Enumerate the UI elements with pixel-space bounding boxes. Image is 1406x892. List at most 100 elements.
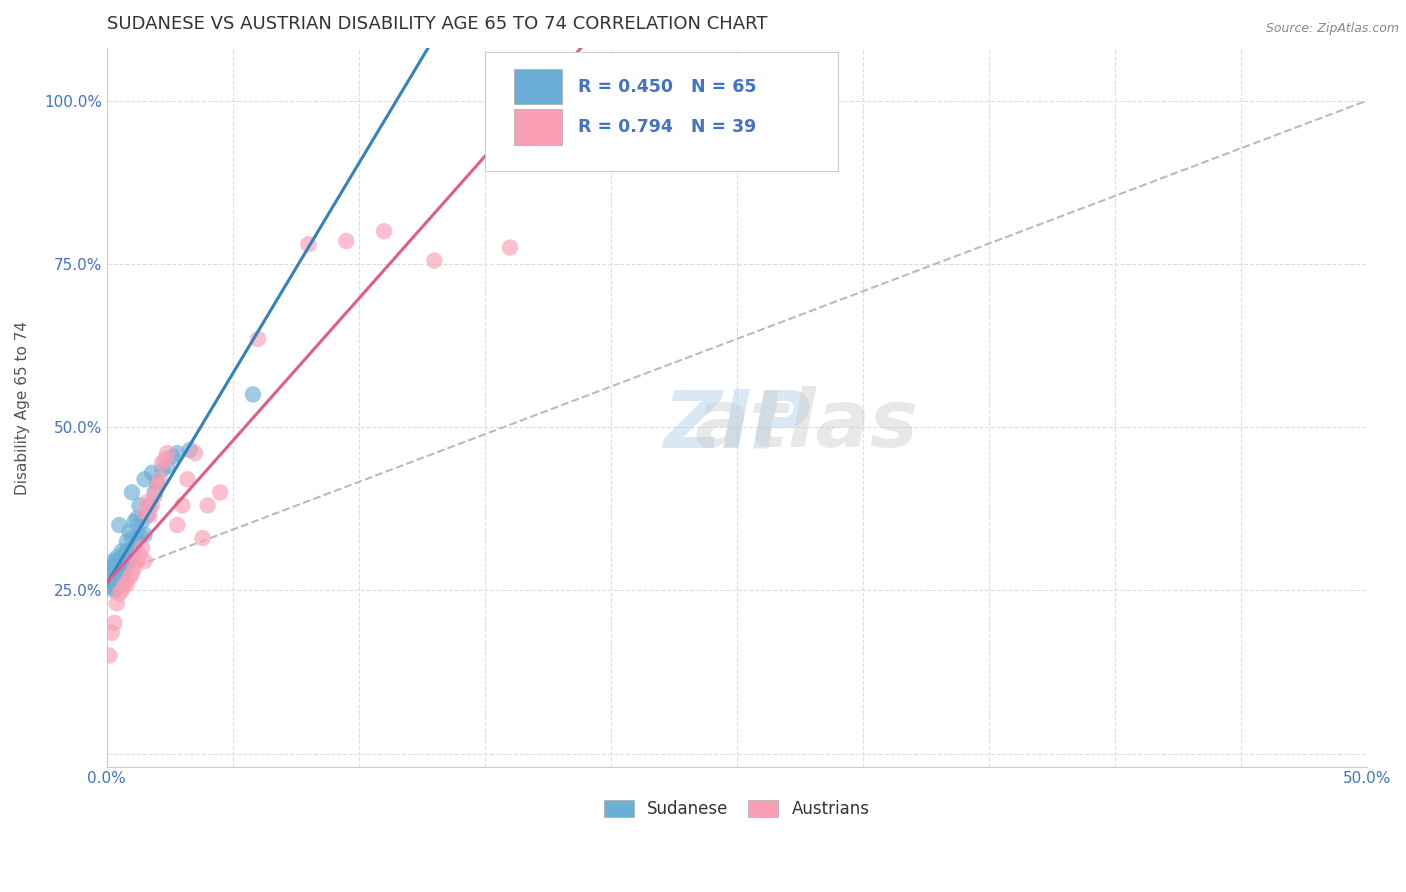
FancyBboxPatch shape bbox=[513, 69, 561, 104]
Point bbox=[105, 565, 128, 579]
Point bbox=[103, 569, 125, 583]
Point bbox=[103, 583, 125, 598]
Point bbox=[124, 515, 146, 529]
Text: ZIP: ZIP bbox=[664, 386, 810, 465]
Point bbox=[111, 569, 134, 583]
Point bbox=[101, 560, 124, 574]
Point bbox=[138, 499, 160, 513]
Point bbox=[101, 580, 124, 594]
Point bbox=[105, 580, 128, 594]
Point bbox=[128, 528, 150, 542]
Point bbox=[125, 554, 148, 568]
Point bbox=[103, 554, 125, 568]
Point bbox=[166, 446, 188, 460]
Point bbox=[115, 534, 138, 549]
Point bbox=[162, 450, 184, 464]
Point bbox=[98, 574, 121, 588]
Point bbox=[108, 576, 131, 591]
Point bbox=[153, 452, 176, 467]
Point bbox=[103, 578, 125, 592]
Point bbox=[118, 554, 141, 568]
Point bbox=[191, 531, 214, 545]
Point bbox=[128, 548, 150, 562]
Point bbox=[146, 475, 169, 490]
Point bbox=[197, 499, 219, 513]
FancyBboxPatch shape bbox=[513, 110, 561, 145]
Point bbox=[103, 615, 125, 630]
Point bbox=[115, 554, 138, 568]
Point bbox=[134, 528, 156, 542]
Point bbox=[121, 566, 143, 581]
Legend: Sudanese, Austrians: Sudanese, Austrians bbox=[595, 791, 879, 827]
Point bbox=[111, 583, 134, 598]
Point bbox=[134, 554, 156, 568]
Point bbox=[131, 515, 153, 529]
Point bbox=[105, 570, 128, 584]
Point bbox=[138, 508, 160, 523]
Point bbox=[111, 564, 134, 578]
Point bbox=[98, 564, 121, 578]
Text: R = 0.450   N = 65: R = 0.450 N = 65 bbox=[578, 78, 756, 95]
Point bbox=[112, 554, 135, 568]
Point bbox=[98, 648, 121, 663]
Point bbox=[101, 566, 124, 581]
Point bbox=[184, 446, 207, 460]
Point bbox=[108, 566, 131, 581]
Point bbox=[112, 560, 135, 574]
Point bbox=[111, 574, 134, 588]
Point bbox=[149, 472, 172, 486]
Point bbox=[172, 499, 194, 513]
Text: R = 0.794   N = 39: R = 0.794 N = 39 bbox=[578, 119, 756, 136]
Point bbox=[115, 544, 138, 558]
Point bbox=[112, 578, 135, 592]
Point bbox=[108, 562, 131, 576]
Point bbox=[141, 499, 163, 513]
Point bbox=[134, 472, 156, 486]
Point bbox=[524, 94, 547, 108]
Point bbox=[131, 541, 153, 555]
Point bbox=[176, 472, 198, 486]
Point bbox=[136, 508, 159, 523]
Point bbox=[150, 462, 173, 476]
Point bbox=[101, 572, 124, 586]
Point bbox=[105, 560, 128, 574]
Point bbox=[108, 572, 131, 586]
Point bbox=[111, 557, 134, 571]
Point bbox=[111, 544, 134, 558]
Point bbox=[103, 564, 125, 578]
Point bbox=[124, 560, 146, 574]
Point bbox=[143, 485, 166, 500]
Point bbox=[128, 499, 150, 513]
Text: SUDANESE VS AUSTRIAN DISABILITY AGE 65 TO 74 CORRELATION CHART: SUDANESE VS AUSTRIAN DISABILITY AGE 65 T… bbox=[107, 15, 768, 33]
Point bbox=[121, 531, 143, 545]
Point bbox=[101, 625, 124, 640]
Point bbox=[499, 241, 522, 255]
Point bbox=[335, 234, 357, 248]
Point bbox=[166, 518, 188, 533]
Point bbox=[112, 566, 135, 581]
Y-axis label: Disability Age 65 to 74: Disability Age 65 to 74 bbox=[15, 320, 30, 494]
Point bbox=[136, 495, 159, 509]
Point bbox=[179, 442, 201, 457]
Point bbox=[242, 387, 264, 401]
Point bbox=[423, 253, 446, 268]
Point bbox=[141, 466, 163, 480]
Point bbox=[125, 511, 148, 525]
Point bbox=[134, 505, 156, 519]
Point bbox=[297, 237, 319, 252]
FancyBboxPatch shape bbox=[485, 52, 838, 170]
Point bbox=[108, 518, 131, 533]
Point bbox=[121, 485, 143, 500]
Point bbox=[105, 596, 128, 610]
Point bbox=[108, 556, 131, 570]
Point bbox=[146, 479, 169, 493]
Point bbox=[156, 459, 179, 474]
Point bbox=[115, 576, 138, 591]
Point bbox=[108, 586, 131, 600]
Point bbox=[125, 531, 148, 545]
Point bbox=[209, 485, 232, 500]
Point bbox=[156, 446, 179, 460]
Point bbox=[105, 550, 128, 565]
Point bbox=[105, 575, 128, 590]
Point bbox=[103, 558, 125, 573]
